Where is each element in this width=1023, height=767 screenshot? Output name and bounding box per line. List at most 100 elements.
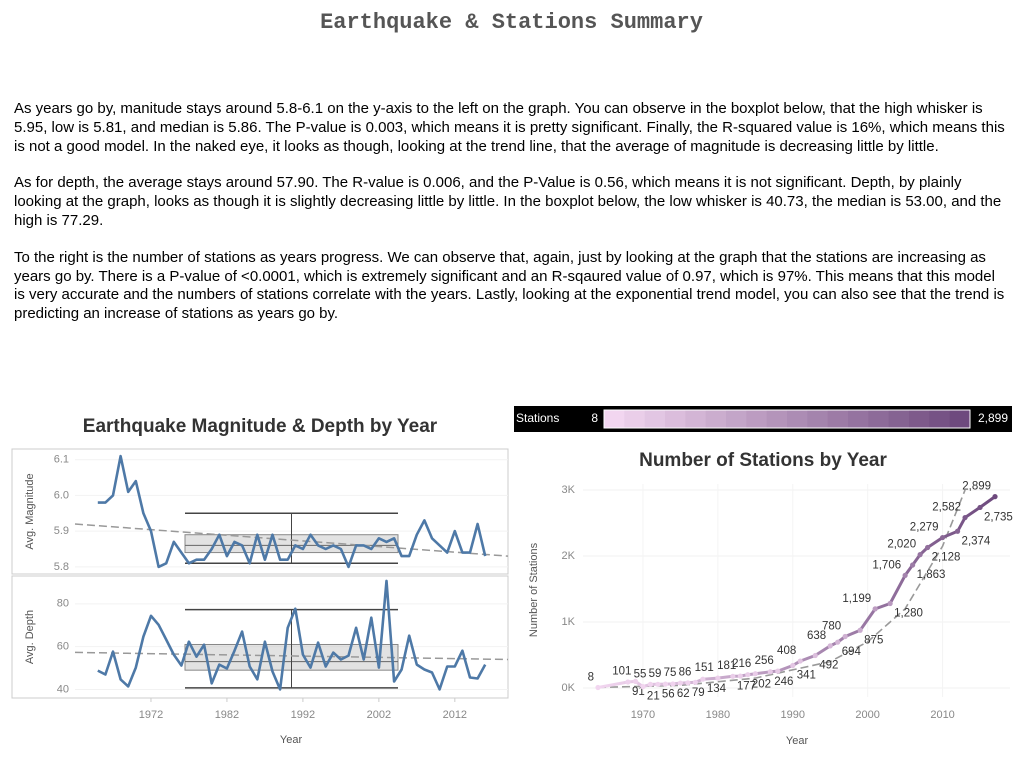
legend-min: 8 — [591, 411, 598, 425]
data-label: 56 — [662, 688, 675, 700]
legend-swatch — [705, 410, 727, 428]
x-tick-label: 1980 — [706, 709, 730, 721]
data-label: 2,899 — [962, 481, 991, 493]
data-point — [625, 679, 631, 685]
trend-line — [74, 651, 509, 661]
data-label: 177 — [737, 680, 756, 692]
y-tick-label: 5.8 — [54, 561, 69, 573]
panel-frame — [11, 448, 509, 575]
y-axis-title: Avg. Magnitude — [24, 473, 36, 549]
data-label: 2,582 — [932, 502, 961, 514]
data-label: 181 — [717, 660, 736, 672]
x-tick-label: 1970 — [631, 709, 655, 721]
description: As years go by, manitude stays around 5.… — [14, 100, 1009, 342]
data-label: 101 — [612, 665, 631, 677]
data-point — [917, 552, 923, 558]
data-point — [835, 639, 841, 645]
data-label: 1,280 — [894, 608, 923, 620]
data-label: 694 — [842, 646, 862, 658]
data-label: 91 — [632, 686, 645, 698]
data-point — [910, 562, 916, 568]
x-tick-label: 2000 — [855, 709, 879, 721]
data-point — [685, 680, 691, 686]
x-tick-label: 1972 — [139, 709, 163, 721]
legend-swatch — [949, 410, 971, 428]
data-point — [962, 514, 968, 521]
y-tick-label: 80 — [57, 598, 69, 610]
data-label: 62 — [677, 688, 690, 700]
data-label: 780 — [822, 621, 841, 633]
x-tick-label: 2010 — [930, 709, 954, 721]
trend-line — [597, 489, 966, 689]
data-point — [887, 600, 893, 607]
y-tick-label: 1K — [562, 616, 576, 628]
x-tick-label: 2012 — [443, 709, 467, 721]
legend-swatch — [746, 410, 768, 428]
y-axis-title: Avg. Depth — [24, 610, 36, 664]
data-label: 2,128 — [932, 552, 961, 564]
paragraph: To the right is the number of stations a… — [14, 248, 1005, 323]
data-label: 8 — [588, 672, 594, 684]
x-tick-label: 1990 — [781, 709, 805, 721]
legend-swatch — [888, 410, 910, 428]
data-point — [902, 572, 908, 578]
data-point — [640, 684, 646, 690]
x-axis-title: Year — [786, 735, 809, 747]
data-line — [97, 579, 487, 691]
legend-frame — [603, 409, 971, 429]
y-tick-label: 2K — [562, 550, 576, 562]
data-label: 1,706 — [872, 559, 901, 571]
data-point — [797, 658, 803, 664]
data-point — [977, 504, 983, 511]
panel-frame — [11, 575, 509, 699]
x-tick-label: 1992 — [291, 709, 315, 721]
legend-swatch — [665, 410, 686, 428]
legend-max: 2,899 — [978, 411, 1008, 425]
data-point — [662, 681, 669, 687]
data-point — [700, 676, 706, 682]
data-point — [827, 643, 833, 649]
data-point — [775, 668, 781, 674]
data-point — [632, 678, 639, 684]
data-point — [730, 673, 736, 679]
y-tick-label: 40 — [57, 683, 69, 695]
data-label: 59 — [649, 668, 662, 680]
data-point — [924, 544, 931, 551]
legend-title: Stations — [516, 411, 559, 425]
data-label: 2,735 — [984, 511, 1013, 523]
data-label: 246 — [774, 676, 793, 688]
data-point — [954, 528, 961, 534]
data-point — [745, 672, 751, 678]
data-label: 134 — [707, 683, 727, 695]
data-label: 492 — [819, 660, 838, 672]
data-label: 79 — [692, 687, 705, 699]
x-tick-label: 2002 — [367, 709, 391, 721]
data-label: 1,863 — [917, 569, 946, 581]
data-point — [692, 679, 698, 685]
data-label: 638 — [807, 630, 826, 642]
data-point — [992, 494, 998, 500]
data-label: 55 — [634, 668, 647, 680]
data-label: 75 — [664, 667, 677, 679]
data-label: 21 — [647, 691, 660, 703]
data-point — [715, 675, 721, 681]
y-tick-label: 6.1 — [54, 454, 69, 466]
data-label: 216 — [732, 658, 751, 670]
data-point — [872, 606, 878, 612]
trend-line — [74, 523, 509, 557]
data-label: 341 — [797, 670, 816, 682]
legend-swatch — [787, 410, 808, 428]
data-point — [812, 652, 818, 659]
data-label: 2,374 — [962, 535, 991, 547]
legend-swatch — [929, 410, 951, 428]
data-point — [595, 684, 601, 691]
legend-swatch — [726, 410, 747, 428]
data-label: 875 — [864, 634, 883, 646]
data-label: 408 — [777, 645, 796, 657]
paragraph: As years go by, manitude stays around 5.… — [14, 100, 1005, 155]
legend-swatch — [644, 410, 666, 428]
y-tick-label: 6.0 — [54, 489, 69, 501]
page-title: Earthquake & Stations Summary — [320, 10, 703, 35]
data-label: 1,199 — [842, 593, 871, 605]
